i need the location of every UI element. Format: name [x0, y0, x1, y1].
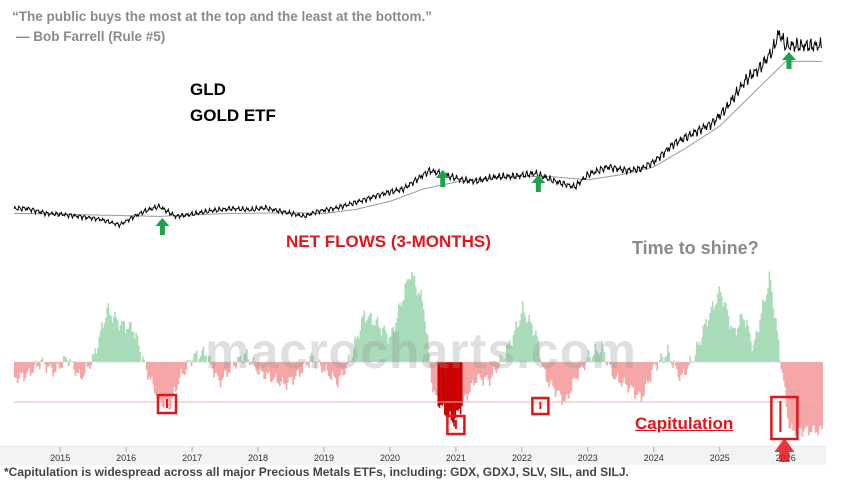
gld-price-line — [14, 30, 821, 227]
buy-arrow — [155, 218, 169, 235]
buy-arrow — [782, 52, 796, 69]
flow-bar — [672, 362, 674, 368]
quote-author: — Bob Farrell (Rule #5) — [16, 29, 165, 44]
flow-bar — [821, 362, 823, 429]
ticker-label: GLD — [190, 80, 226, 100]
flow-bar — [42, 358, 44, 362]
x-tick-label: 2020 — [380, 453, 400, 463]
watermark: macrocharts.com — [205, 322, 637, 380]
footnote: *Capitulation is widespread across all m… — [4, 465, 629, 479]
flow-bar — [84, 362, 86, 374]
x-tick-label: 2017 — [182, 453, 202, 463]
question-text: Time to shine? — [632, 238, 759, 259]
x-tick-label: 2018 — [248, 453, 268, 463]
flow-bar — [668, 353, 670, 362]
x-tick-label: 2015 — [50, 453, 70, 463]
flow-bar — [187, 360, 189, 362]
x-tick-label: 2024 — [644, 453, 664, 463]
x-tick-label: 2025 — [710, 453, 730, 463]
net-flows-title: NET FLOWS (3-MONTHS) — [286, 232, 491, 252]
quote-text: “The public buys the most at the top and… — [12, 9, 432, 24]
flow-bar — [61, 362, 63, 368]
flow-bar — [139, 352, 141, 362]
x-tick-label: 2022 — [512, 453, 532, 463]
flow-bar — [69, 359, 71, 362]
flow-bar — [34, 362, 36, 365]
x-tick-label: 2019 — [314, 453, 334, 463]
moving-average-line — [14, 61, 822, 216]
x-tick-label: 2023 — [578, 453, 598, 463]
flow-bar — [688, 362, 690, 365]
flow-bar — [143, 360, 145, 362]
buy-arrow — [436, 170, 450, 187]
flow-bar — [39, 362, 41, 369]
capitulation-label: Capitulation — [635, 414, 733, 434]
flow-bar — [91, 362, 93, 366]
flow-bar — [191, 362, 193, 366]
flow-bar — [662, 357, 664, 362]
fund-name-label: GOLD ETF — [190, 106, 276, 126]
x-tick-label: 2016 — [116, 453, 136, 463]
flow-bar — [689, 356, 691, 362]
flow-bar — [68, 362, 70, 366]
flow-bar — [185, 362, 187, 369]
flow-bar — [196, 351, 198, 362]
x-tick-label: 2021 — [446, 453, 466, 463]
flow-bar — [656, 362, 658, 371]
flow-bar — [778, 340, 780, 362]
flow-bar — [55, 362, 57, 372]
